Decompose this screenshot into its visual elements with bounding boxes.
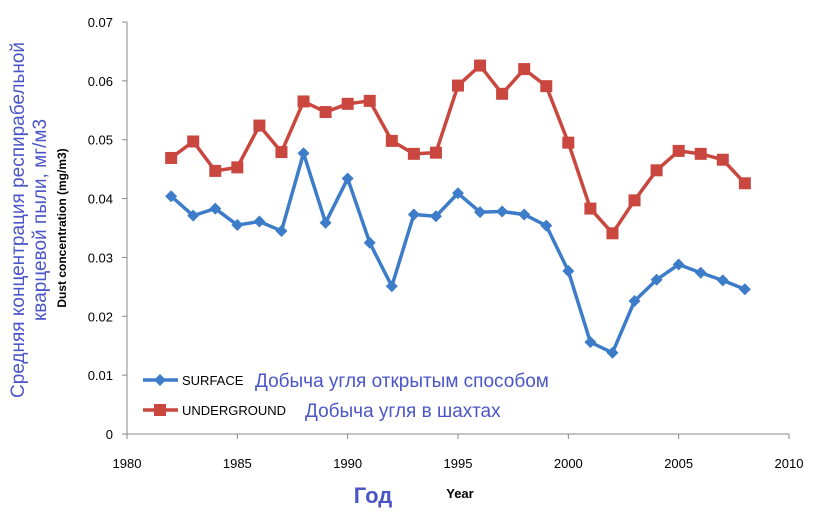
data-point <box>209 202 222 215</box>
legend-label: SURFACE <box>182 373 244 388</box>
data-point <box>738 177 751 190</box>
data-point <box>407 147 420 160</box>
data-point <box>694 147 707 160</box>
data-point <box>738 283 751 296</box>
y-axis-label-ru-line: кварцевой пыли, мг/м3 <box>30 119 51 321</box>
data-point <box>628 294 641 307</box>
data-point <box>429 146 442 159</box>
data-point <box>297 95 310 108</box>
data-point <box>650 164 663 177</box>
legend-label-ru: Добыча угля в шахтах <box>305 401 501 422</box>
data-point <box>540 219 553 232</box>
data-point <box>694 266 707 279</box>
data-point <box>584 336 597 349</box>
y-tick-label: 0.02 <box>88 309 113 324</box>
series-line <box>169 151 746 355</box>
y-axis-label-ru-line: Средняя концентрация респирабельной <box>8 42 29 398</box>
y-tick-label: 0.03 <box>88 250 113 265</box>
x-tick-label: 1990 <box>333 456 362 471</box>
x-axis-label: Year <box>446 486 473 501</box>
data-point <box>231 161 244 174</box>
data-point <box>496 205 509 218</box>
x-tick-label: 2000 <box>554 456 583 471</box>
data-point <box>165 190 178 203</box>
data-point <box>540 80 553 93</box>
data-point <box>385 280 398 293</box>
data-point <box>452 187 464 200</box>
x-tick-label: 2005 <box>664 456 693 471</box>
data-point <box>341 97 354 110</box>
x-tick-label: 1980 <box>113 456 142 471</box>
y-tick-label: 0.06 <box>88 74 113 89</box>
y-tick-label: 0.05 <box>88 133 113 148</box>
data-point <box>187 209 200 222</box>
data-point <box>518 208 531 221</box>
y-tick-label: 0.01 <box>88 368 113 383</box>
data-point <box>275 146 288 159</box>
data-point <box>363 236 376 249</box>
data-point <box>606 346 619 359</box>
data-point <box>209 164 222 177</box>
data-point <box>297 147 310 160</box>
x-tick-label: 1985 <box>223 456 252 471</box>
data-point <box>341 172 354 185</box>
data-point <box>407 208 420 221</box>
data-point <box>562 136 575 149</box>
data-point <box>584 202 597 215</box>
legend-item-surface: SURFACE Добыча угля открытым способом <box>143 371 549 392</box>
y-tick-label: 0 <box>106 427 113 442</box>
data-point <box>716 153 729 166</box>
x-tick-label: 1995 <box>444 456 473 471</box>
legend-marker <box>154 404 166 416</box>
x-axis-label-ru: Год <box>354 483 393 508</box>
data-point <box>319 216 332 229</box>
data-point <box>650 273 663 286</box>
y-tick-label: 0.04 <box>88 192 113 207</box>
data-point <box>319 106 332 119</box>
series-underground <box>165 59 751 240</box>
data-point <box>385 134 398 147</box>
y-axis-label: Dust concentration (mg/m3) <box>55 148 69 307</box>
data-point <box>672 258 685 271</box>
data-point <box>363 94 376 107</box>
data-point <box>672 144 685 157</box>
x-tick-label: 2010 <box>775 456 804 471</box>
data-point <box>275 224 288 237</box>
data-point <box>231 219 244 232</box>
legend-label: UNDERGROUND <box>182 403 286 418</box>
data-point <box>474 206 487 219</box>
series-surface <box>165 147 751 359</box>
data-point <box>606 227 619 240</box>
data-point <box>518 63 531 76</box>
data-point <box>452 79 464 92</box>
data-point <box>253 119 266 132</box>
legend-marker <box>154 374 166 386</box>
data-point <box>429 210 442 223</box>
y-tick-label: 0.07 <box>88 15 113 30</box>
legend-label-ru: Добыча угля открытым способом <box>255 371 549 392</box>
data-point <box>187 135 200 148</box>
data-point <box>628 194 641 207</box>
data-point <box>496 87 509 100</box>
legend-item-underground: UNDERGROUND Добыча угля в шахтах <box>143 401 501 422</box>
data-point <box>165 151 178 164</box>
data-point <box>562 264 575 277</box>
data-point <box>474 59 487 72</box>
data-point <box>716 274 729 287</box>
data-point <box>253 215 266 228</box>
y-axis-label-ru: Средняя концентрация респирабельнойкварц… <box>8 42 51 398</box>
